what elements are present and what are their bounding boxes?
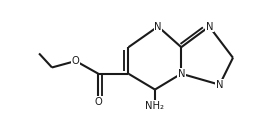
Text: O: O [95, 97, 102, 107]
Text: O: O [72, 56, 80, 66]
Text: N: N [154, 22, 162, 32]
Text: N: N [178, 69, 185, 79]
Text: N: N [216, 80, 223, 90]
Text: NH₂: NH₂ [145, 101, 165, 110]
Text: N: N [205, 22, 213, 32]
